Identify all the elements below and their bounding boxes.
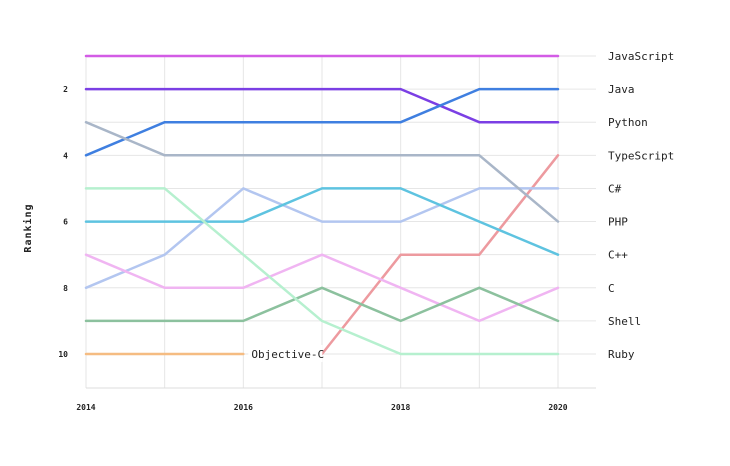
x-tick-labels: 2014 2016 2018 2020 <box>76 403 567 412</box>
series-line-c <box>84 253 560 323</box>
series-labels: JavaScript Python Java TypeScript C# PHP C++ C S… <box>248 50 674 362</box>
series-label-python: Python <box>608 116 648 129</box>
series-line-ruby <box>84 187 560 356</box>
series-label-typescript: TypeScript <box>608 149 674 162</box>
series-line-python <box>84 87 560 124</box>
series-line-c <box>84 187 560 290</box>
y-axis-title: Ranking <box>22 203 34 252</box>
x-tick-2018: 2018 <box>391 403 410 412</box>
series-label-objective-c: Objective-C <box>251 348 324 361</box>
y-tick-labels: 2 4 6 8 10 <box>58 85 68 359</box>
series-lines <box>84 54 560 356</box>
y-tick-10: 10 <box>58 350 68 359</box>
y-tick-6: 6 <box>63 218 68 227</box>
series-label-shell: Shell <box>608 315 641 328</box>
x-tick-2014: 2014 <box>76 403 95 412</box>
series-line-java <box>84 87 560 157</box>
series-label-bg-objective-c <box>248 345 323 362</box>
series-line-c <box>84 187 560 256</box>
series-label-php: PHP <box>608 216 628 229</box>
series-label-c: C++ <box>608 249 628 262</box>
series-line-php <box>84 120 560 223</box>
series-line-shell <box>84 286 560 323</box>
y-tick-8: 8 <box>63 284 68 293</box>
series-label-javascript: JavaScript <box>608 50 674 63</box>
x-tick-2016: 2016 <box>234 403 253 412</box>
series-label-c: C# <box>608 182 622 195</box>
series-label-java: Java <box>608 83 635 96</box>
series-label-c: C <box>608 282 615 295</box>
y-tick-2: 2 <box>63 85 68 94</box>
x-tick-2020: 2020 <box>548 403 567 412</box>
series-label-ruby: Ruby <box>608 348 635 361</box>
y-tick-4: 4 <box>63 151 68 160</box>
